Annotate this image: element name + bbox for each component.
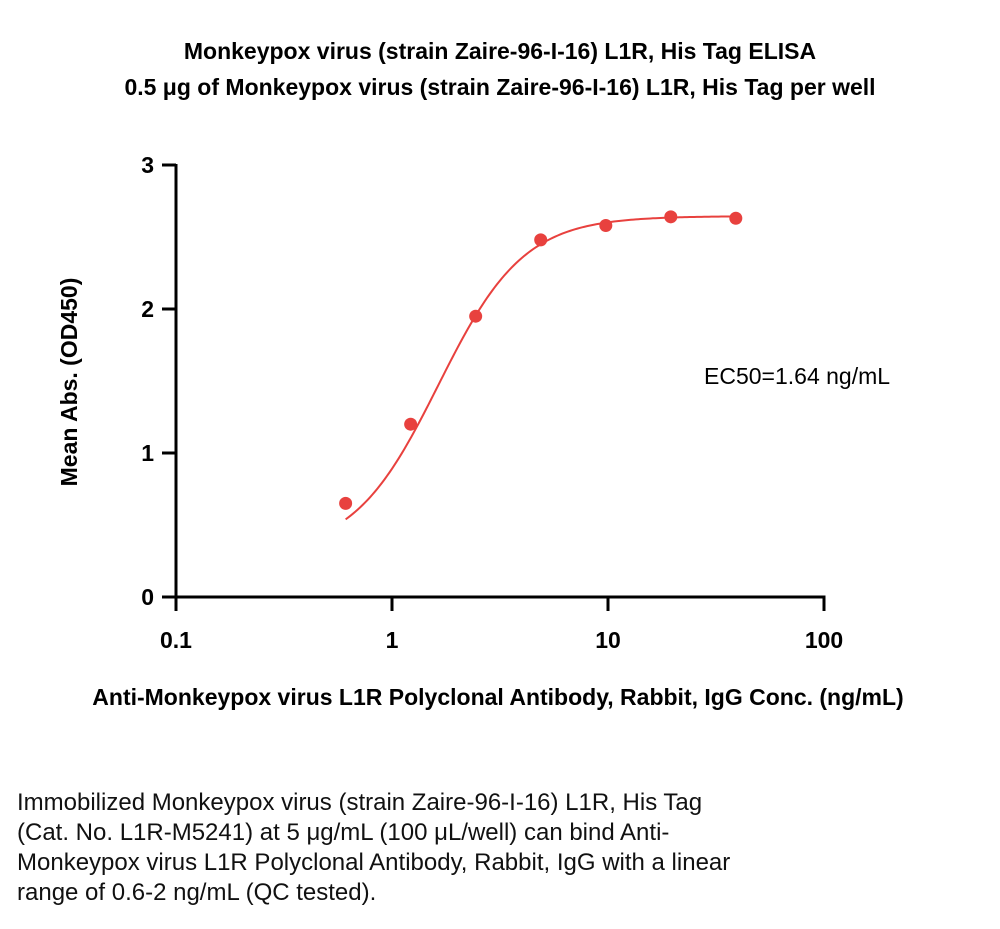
fit-curve — [345, 215, 736, 521]
figure-caption: Immobilized Monkeypox virus (strain Zair… — [17, 788, 917, 908]
caption-line: Monkeypox virus L1R Polyclonal Antibody,… — [17, 849, 731, 876]
x-ticks: 0.1 1 10 100 — [160, 597, 843, 653]
ec50-annotation: EC50=1.64 ng/mL — [704, 363, 890, 389]
y-tick-label: 3 — [141, 152, 154, 178]
data-point — [729, 211, 743, 225]
chart-title: Monkeypox virus (strain Zaire-96-I-16) L… — [183, 38, 817, 64]
elisa-chart: 0 1 2 3 0.1 1 10 100 Mean Abs. (OD450) Anti-Mo… — [56, 152, 904, 710]
x-axis-label: Anti-Monkeypox virus L1R Polyclonal Anti… — [92, 684, 903, 710]
y-axis-label: Mean Abs. (OD450) — [56, 278, 82, 487]
chart-subtitle: 0.5 μg of Monkeypox virus (strain Zaire-… — [124, 74, 876, 100]
x-tick-label: 1 — [386, 627, 399, 653]
data-point — [339, 496, 353, 510]
y-ticks: 0 1 2 3 — [141, 152, 176, 610]
x-tick-label: 0.1 — [160, 627, 192, 653]
data-point — [664, 210, 678, 224]
caption-line: (Cat. No. L1R-M5241) at 5 μg/mL (100 μL/… — [17, 819, 670, 846]
y-tick-label: 0 — [141, 584, 154, 610]
data-point — [469, 309, 483, 323]
caption-line: Immobilized Monkeypox virus (strain Zair… — [17, 789, 703, 816]
data-point — [534, 233, 548, 247]
y-tick-label: 2 — [141, 296, 154, 322]
data-point — [599, 218, 613, 232]
caption-line: range of 0.6-2 ng/mL (QC tested). — [17, 879, 377, 906]
axes — [174, 164, 826, 599]
y-tick-label: 1 — [141, 440, 154, 466]
x-tick-label: 100 — [805, 627, 843, 653]
data-point — [404, 417, 418, 431]
x-tick-label: 10 — [595, 627, 621, 653]
data-points — [339, 210, 743, 510]
